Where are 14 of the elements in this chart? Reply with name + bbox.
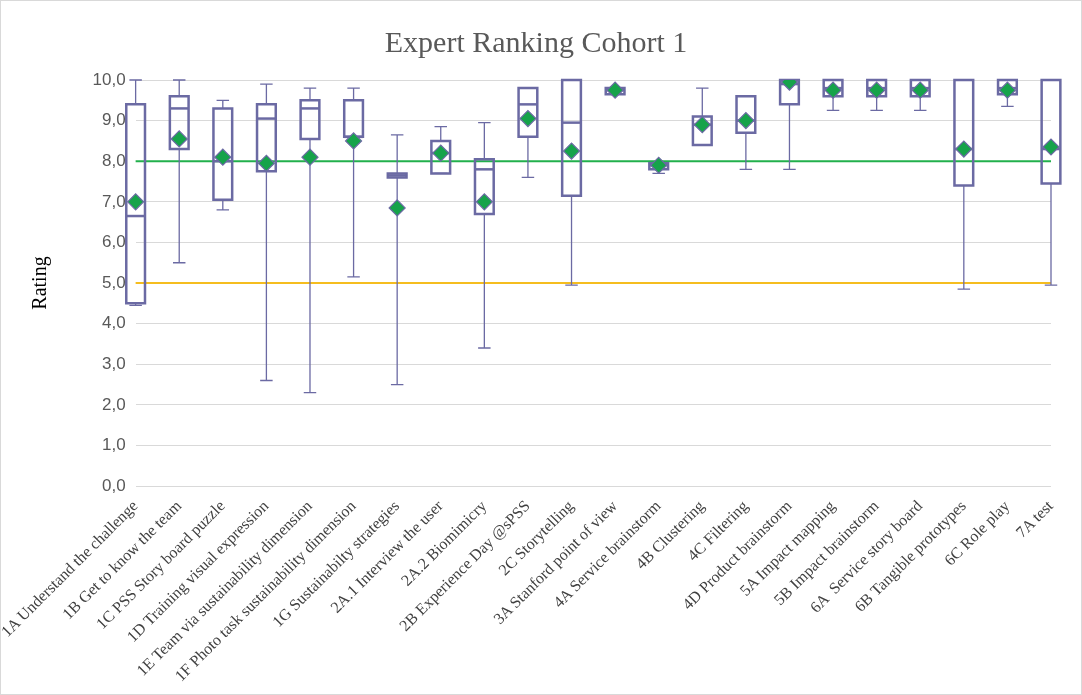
y-tick-label: 3,0 — [101, 353, 126, 373]
y-tick-label: 9,0 — [101, 110, 126, 130]
chart-title: Expert Ranking Cohort 1 — [384, 24, 688, 58]
y-axis-title: Rating — [27, 256, 51, 310]
y-tick-label: 7,0 — [101, 191, 126, 211]
y-tick-label: 4,0 — [101, 313, 126, 333]
y-tick-label: 1,0 — [101, 435, 126, 455]
y-tick-label: 5,0 — [101, 272, 126, 292]
x-tick-label: 7A test — [1012, 496, 1057, 541]
y-tick-label: 2,0 — [101, 394, 126, 414]
y-tick-label: 8,0 — [101, 150, 126, 170]
y-tick-label: 0,0 — [101, 475, 126, 495]
y-tick-label: 10,0 — [92, 69, 126, 89]
y-tick-label: 6,0 — [101, 232, 126, 252]
